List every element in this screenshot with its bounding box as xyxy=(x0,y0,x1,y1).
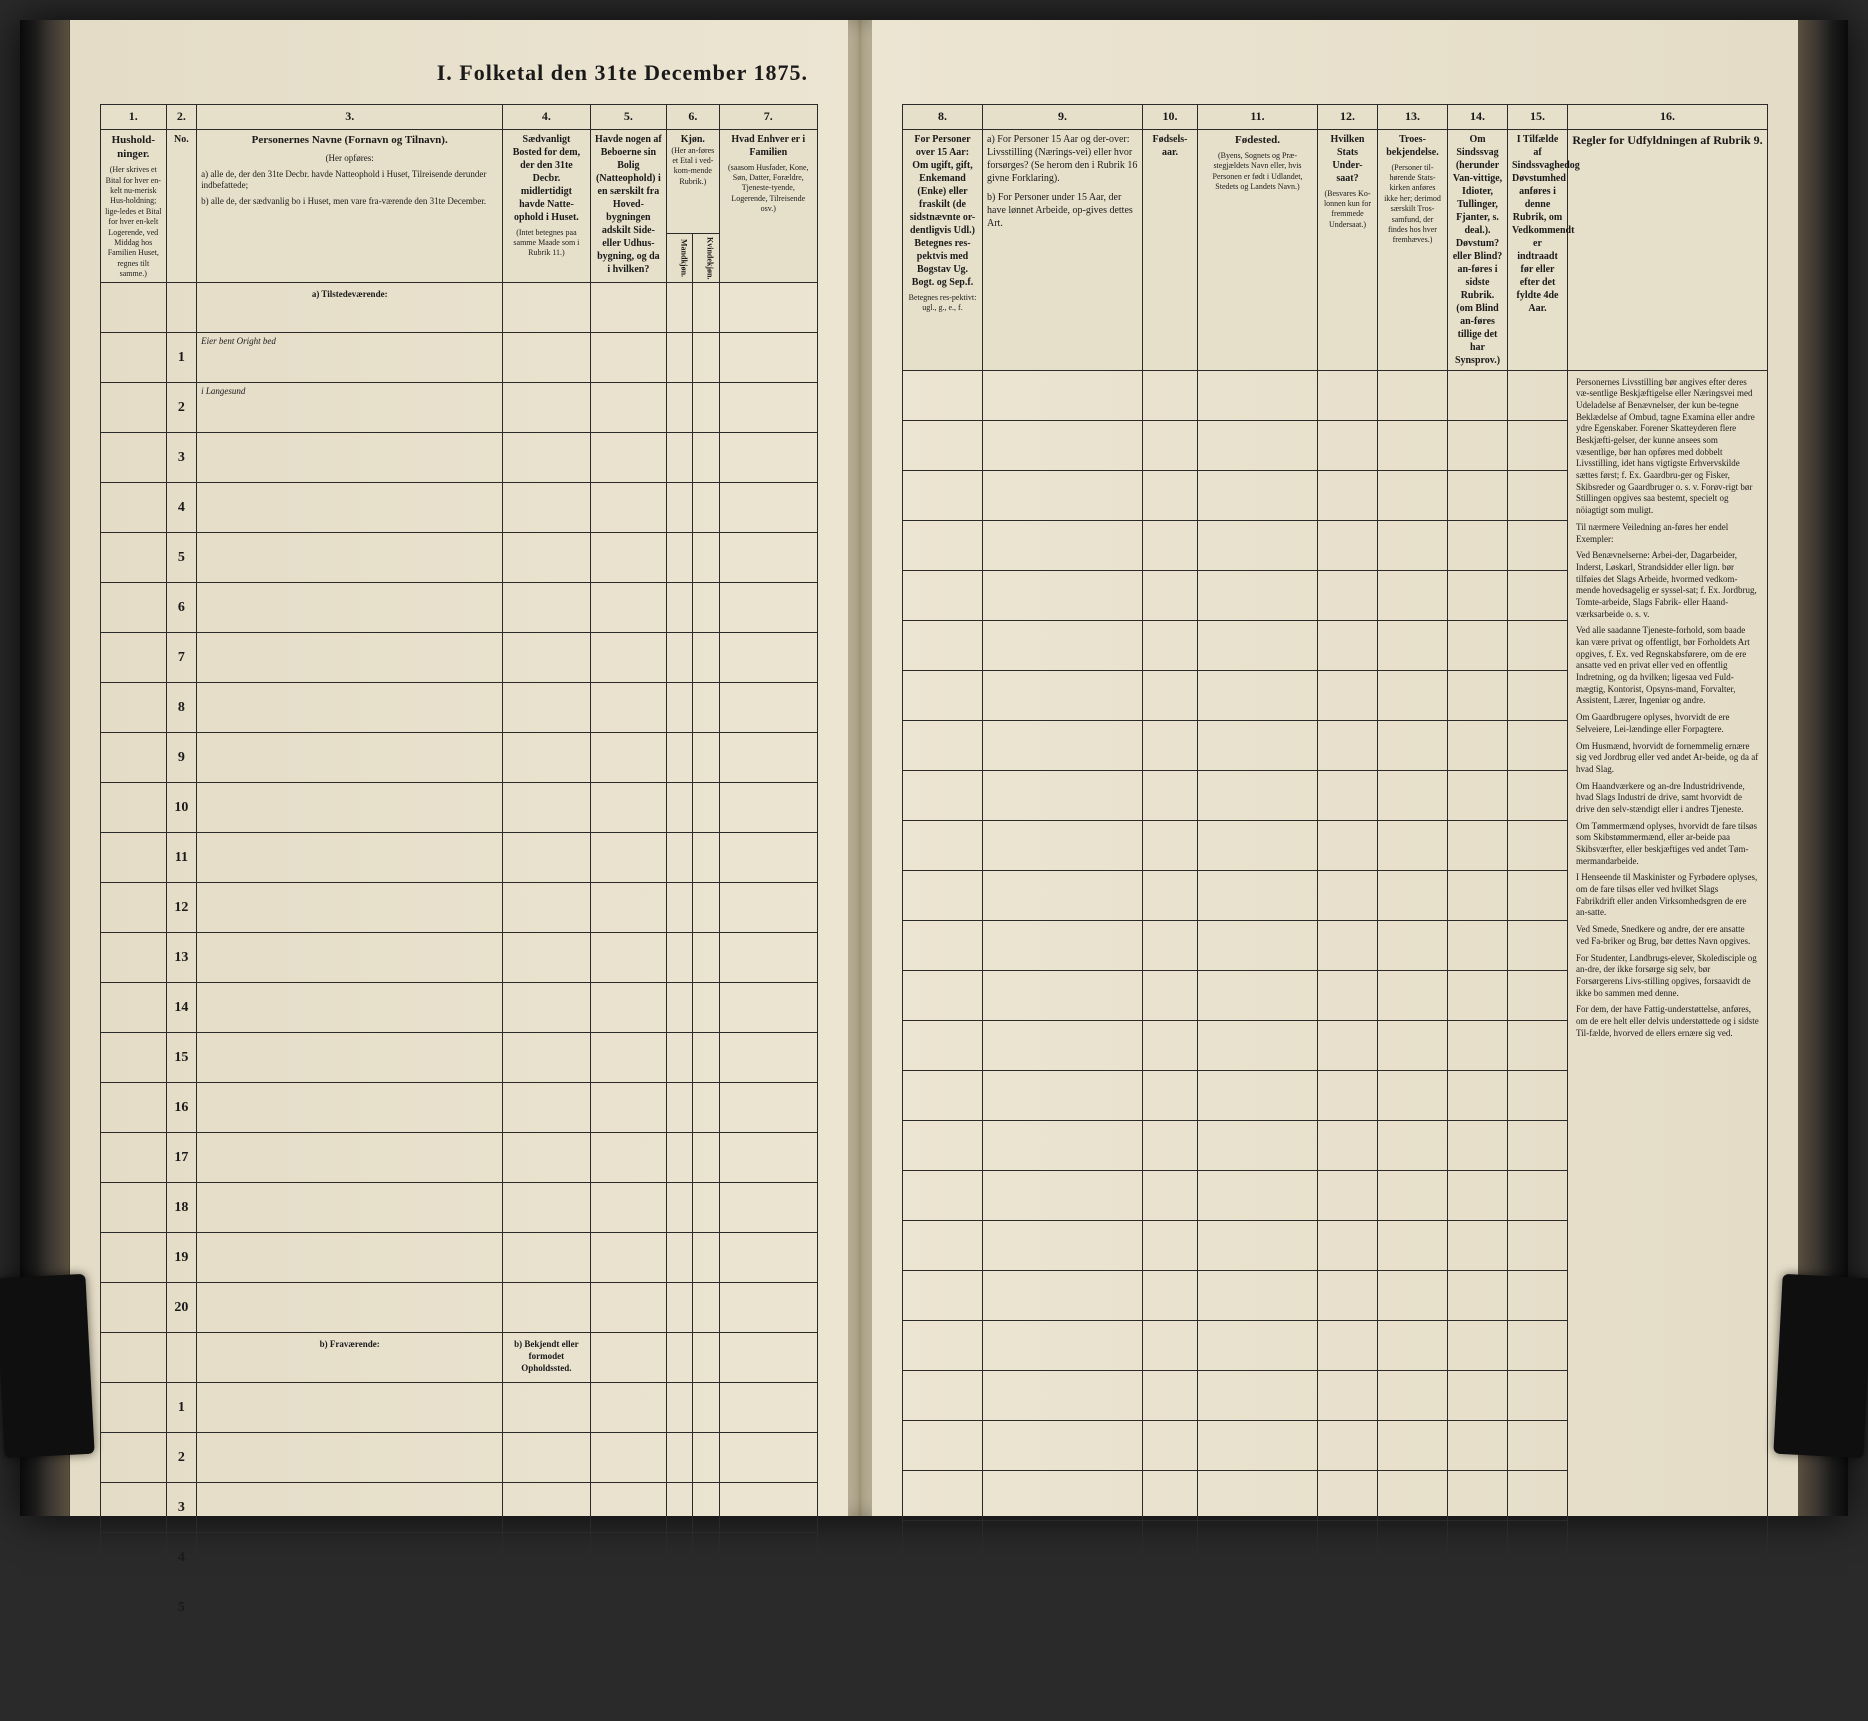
col-header-1: Hushold-ninger. (Her skrives et Bital fo… xyxy=(101,129,167,283)
row-num: 17 xyxy=(166,1133,197,1183)
col-header-14: Om Sindssvag (herunder Van-vittige, Idio… xyxy=(1448,129,1508,370)
col-header-5: Havde nogen af Beboerne sin Bolig (Natte… xyxy=(590,129,667,283)
col-num-2: 2. xyxy=(166,105,197,130)
col-num-1: 1. xyxy=(101,105,167,130)
row-num: 11 xyxy=(166,833,197,883)
col-header-8: For Personer over 15 Aar: Om ugift, gift… xyxy=(903,129,983,370)
col-num-8: 8. xyxy=(903,105,983,130)
right-page: . 8. 9. 10. 11. 12. 13. 14. 15. 16. xyxy=(872,20,1798,1516)
row-num: 2 xyxy=(166,383,197,433)
row-num: 12 xyxy=(166,883,197,933)
col-header-4: Sædvanligt Bosted for dem, der den 31te … xyxy=(503,129,590,283)
col-header-2: No. xyxy=(166,129,197,283)
handwritten-entry-1: Eier bent Oright bed xyxy=(197,333,503,383)
col-header-16: Regler for Udfyldningen af Rubrik 9. xyxy=(1568,129,1768,370)
col-header-15: I Tilfælde af Sindssvaghedog Døvstumhed … xyxy=(1508,129,1568,370)
row-num: 18 xyxy=(166,1183,197,1233)
col-num-14: 14. xyxy=(1448,105,1508,130)
col-num-12: 12. xyxy=(1318,105,1378,130)
row-num: 3 xyxy=(166,433,197,483)
section-b-header: b) Fraværende: xyxy=(197,1333,503,1383)
col-header-12: Hvilken Stats Under-saat? (Besvares Ko-l… xyxy=(1318,129,1378,370)
col-num-16: 16. xyxy=(1568,105,1768,130)
col-num-10: 10. xyxy=(1143,105,1198,130)
col-header-7: Hvad Enhver er i Familien (saasom Husfad… xyxy=(719,129,817,283)
col-num-7: 7. xyxy=(719,105,817,130)
row-num: 4 xyxy=(166,1533,197,1583)
row-num: 14 xyxy=(166,983,197,1033)
row-num: 9 xyxy=(166,733,197,783)
col-header-3: Personernes Navne (Fornavn og Tilnavn). … xyxy=(197,129,503,283)
book-gutter xyxy=(848,20,872,1516)
row-num: 5 xyxy=(166,1583,197,1633)
col-num-13: 13. xyxy=(1378,105,1448,130)
page-spread: I. Folketal den 31te December 1875. 1. 2… xyxy=(70,20,1798,1516)
archive-clip-right xyxy=(1773,1274,1868,1458)
row-num: 8 xyxy=(166,683,197,733)
page-title-left: I. Folketal den 31te December 1875. xyxy=(100,60,818,86)
row-num: 15 xyxy=(166,1033,197,1083)
col-num-4: 4. xyxy=(503,105,590,130)
col-num-11: 11. xyxy=(1198,105,1318,130)
table-body-right: Personernes Livsstilling bør angives eft… xyxy=(903,370,1768,1720)
row-num: 10 xyxy=(166,783,197,833)
row-num: 5 xyxy=(166,533,197,583)
row-num: 4 xyxy=(166,483,197,533)
row-num: 6 xyxy=(166,583,197,633)
row-num: 1 xyxy=(166,333,197,383)
handwritten-entry-2: i Langesund xyxy=(197,383,503,433)
census-table-left: 1. 2. 3. 4. 5. 6. 7. Hushold-ninger. (He… xyxy=(100,104,818,1633)
row-num: 2 xyxy=(166,1433,197,1483)
col-header-9: a) For Personer 15 Aar og der-over: Livs… xyxy=(983,129,1143,370)
col-header-10: Fødsels-aar. xyxy=(1143,129,1198,370)
row-num: 3 xyxy=(166,1483,197,1533)
row-num: 20 xyxy=(166,1283,197,1333)
col-header-6m: Mandkjøn. xyxy=(667,234,693,283)
section-a-header: a) Tilstedeværende: xyxy=(197,283,503,333)
row-num: 1 xyxy=(166,1383,197,1433)
col-num-15: 15. xyxy=(1508,105,1568,130)
col-header-13: Troes-bekjendelse. (Personer til-hørende… xyxy=(1378,129,1448,370)
left-page: I. Folketal den 31te December 1875. 1. 2… xyxy=(70,20,848,1516)
archive-clip-left xyxy=(0,1274,95,1458)
col-header-11: Fødested. (Byens, Sognets og Præ-stegjæl… xyxy=(1198,129,1318,370)
col-num-9: 9. xyxy=(983,105,1143,130)
col-header-6f: Kvindekjøn. xyxy=(693,234,719,283)
row-num: 7 xyxy=(166,633,197,683)
col-header-6: Kjøn. (Her an-føres et Etal i ved-kom-me… xyxy=(667,129,719,233)
table-body-left: a) Tilstedeværende: 1Eier bent Oright be… xyxy=(101,283,818,1633)
col-num-3: 3. xyxy=(197,105,503,130)
census-table-right: 8. 9. 10. 11. 12. 13. 14. 15. 16. For Pe… xyxy=(902,104,1768,1721)
section-b4: b) Bekjendt eller formodet Opholdssted. xyxy=(503,1333,590,1383)
col-num-6: 6. xyxy=(667,105,719,130)
col-num-5: 5. xyxy=(590,105,667,130)
ledger-book: I. Folketal den 31te December 1875. 1. 2… xyxy=(20,20,1848,1516)
rules-text-cell: Personernes Livsstilling bør angives eft… xyxy=(1568,370,1768,1720)
row-num: 13 xyxy=(166,933,197,983)
row-num: 16 xyxy=(166,1083,197,1133)
row-num: 19 xyxy=(166,1233,197,1283)
